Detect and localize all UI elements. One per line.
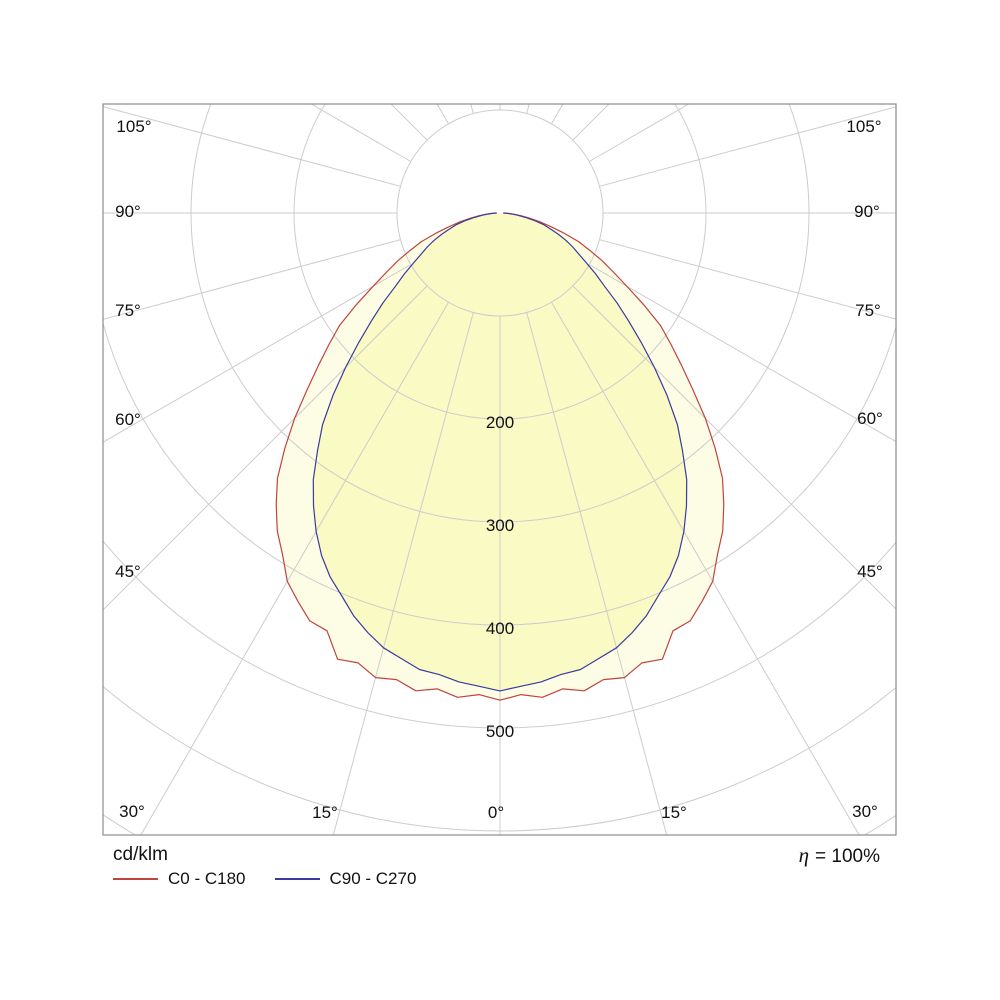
grid-ray-15 bbox=[332, 312, 474, 835]
grid-ray-150 bbox=[436, 104, 449, 125]
angle-tick-label: 75° bbox=[855, 301, 881, 320]
intensity-curves bbox=[275, 212, 725, 701]
angle-tick-label: 30° bbox=[852, 802, 878, 821]
curve-c0-c180 bbox=[275, 212, 725, 701]
angle-tick-label: 15° bbox=[312, 803, 338, 822]
grid-ray-135 bbox=[390, 104, 428, 141]
grid-ray-60 bbox=[103, 264, 412, 443]
grid-ray-75 bbox=[103, 239, 401, 320]
grid-ray-105 bbox=[103, 106, 401, 187]
angle-tick-label: 90° bbox=[854, 202, 880, 221]
grid-ray-30 bbox=[140, 301, 449, 835]
angle-tick-label: 45° bbox=[115, 562, 141, 581]
angle-tick-label: 45° bbox=[857, 562, 883, 581]
grid-ray-105 bbox=[599, 106, 896, 187]
grid-ray-120 bbox=[588, 104, 690, 162]
legend-label-c0-c180: C0 - C180 bbox=[168, 869, 246, 888]
grid-ray-150 bbox=[551, 104, 564, 125]
angle-tick-label: 60° bbox=[857, 409, 883, 428]
grid-ray-30 bbox=[551, 301, 860, 835]
radial-tick-label: 400 bbox=[486, 619, 514, 638]
eta-symbol: η bbox=[798, 843, 810, 867]
radial-tick-label: 200 bbox=[486, 413, 514, 432]
angle-tick-label: 0° bbox=[488, 803, 504, 822]
angle-tick-label: 75° bbox=[115, 301, 141, 320]
plot-border bbox=[102, 103, 897, 836]
grid-ray-60 bbox=[588, 264, 896, 443]
grid-ray-15 bbox=[526, 312, 668, 835]
radial-tick-label: 500 bbox=[486, 722, 514, 741]
legend-line-c0-c180-icon bbox=[113, 878, 158, 880]
axis-labels: 105° 90° 75° 60° 45° 30° 15° 0° 15° 30° 45° 60° 75° 9… bbox=[115, 117, 883, 822]
legend: C0 - C180 C90 - C270 bbox=[113, 869, 416, 889]
angle-tick-label: 30° bbox=[119, 802, 145, 821]
grid-ray-165 bbox=[526, 104, 530, 114]
grid-ray-165 bbox=[470, 104, 474, 114]
efficiency-label: η = 100% bbox=[798, 843, 880, 867]
grid-ray-45 bbox=[572, 285, 896, 610]
angle-tick-label: 15° bbox=[661, 803, 687, 822]
radial-tick-label: 300 bbox=[486, 516, 514, 535]
grid-ray-135 bbox=[572, 104, 610, 141]
legend-line-c90-c270-icon bbox=[275, 878, 321, 880]
angle-tick-label: 60° bbox=[115, 410, 141, 429]
grid-ray-75 bbox=[599, 239, 896, 320]
grid-ray-45 bbox=[103, 285, 428, 611]
angle-tick-label: 105° bbox=[116, 117, 151, 136]
unit-label: cd/klm bbox=[113, 844, 168, 865]
angle-tick-label: 105° bbox=[846, 117, 881, 136]
grid-ray-120 bbox=[310, 104, 412, 162]
legend-label-c90-c270: C90 - C270 bbox=[329, 869, 417, 888]
angle-tick-label: 90° bbox=[115, 202, 141, 221]
curve-c90-c270 bbox=[312, 212, 688, 692]
